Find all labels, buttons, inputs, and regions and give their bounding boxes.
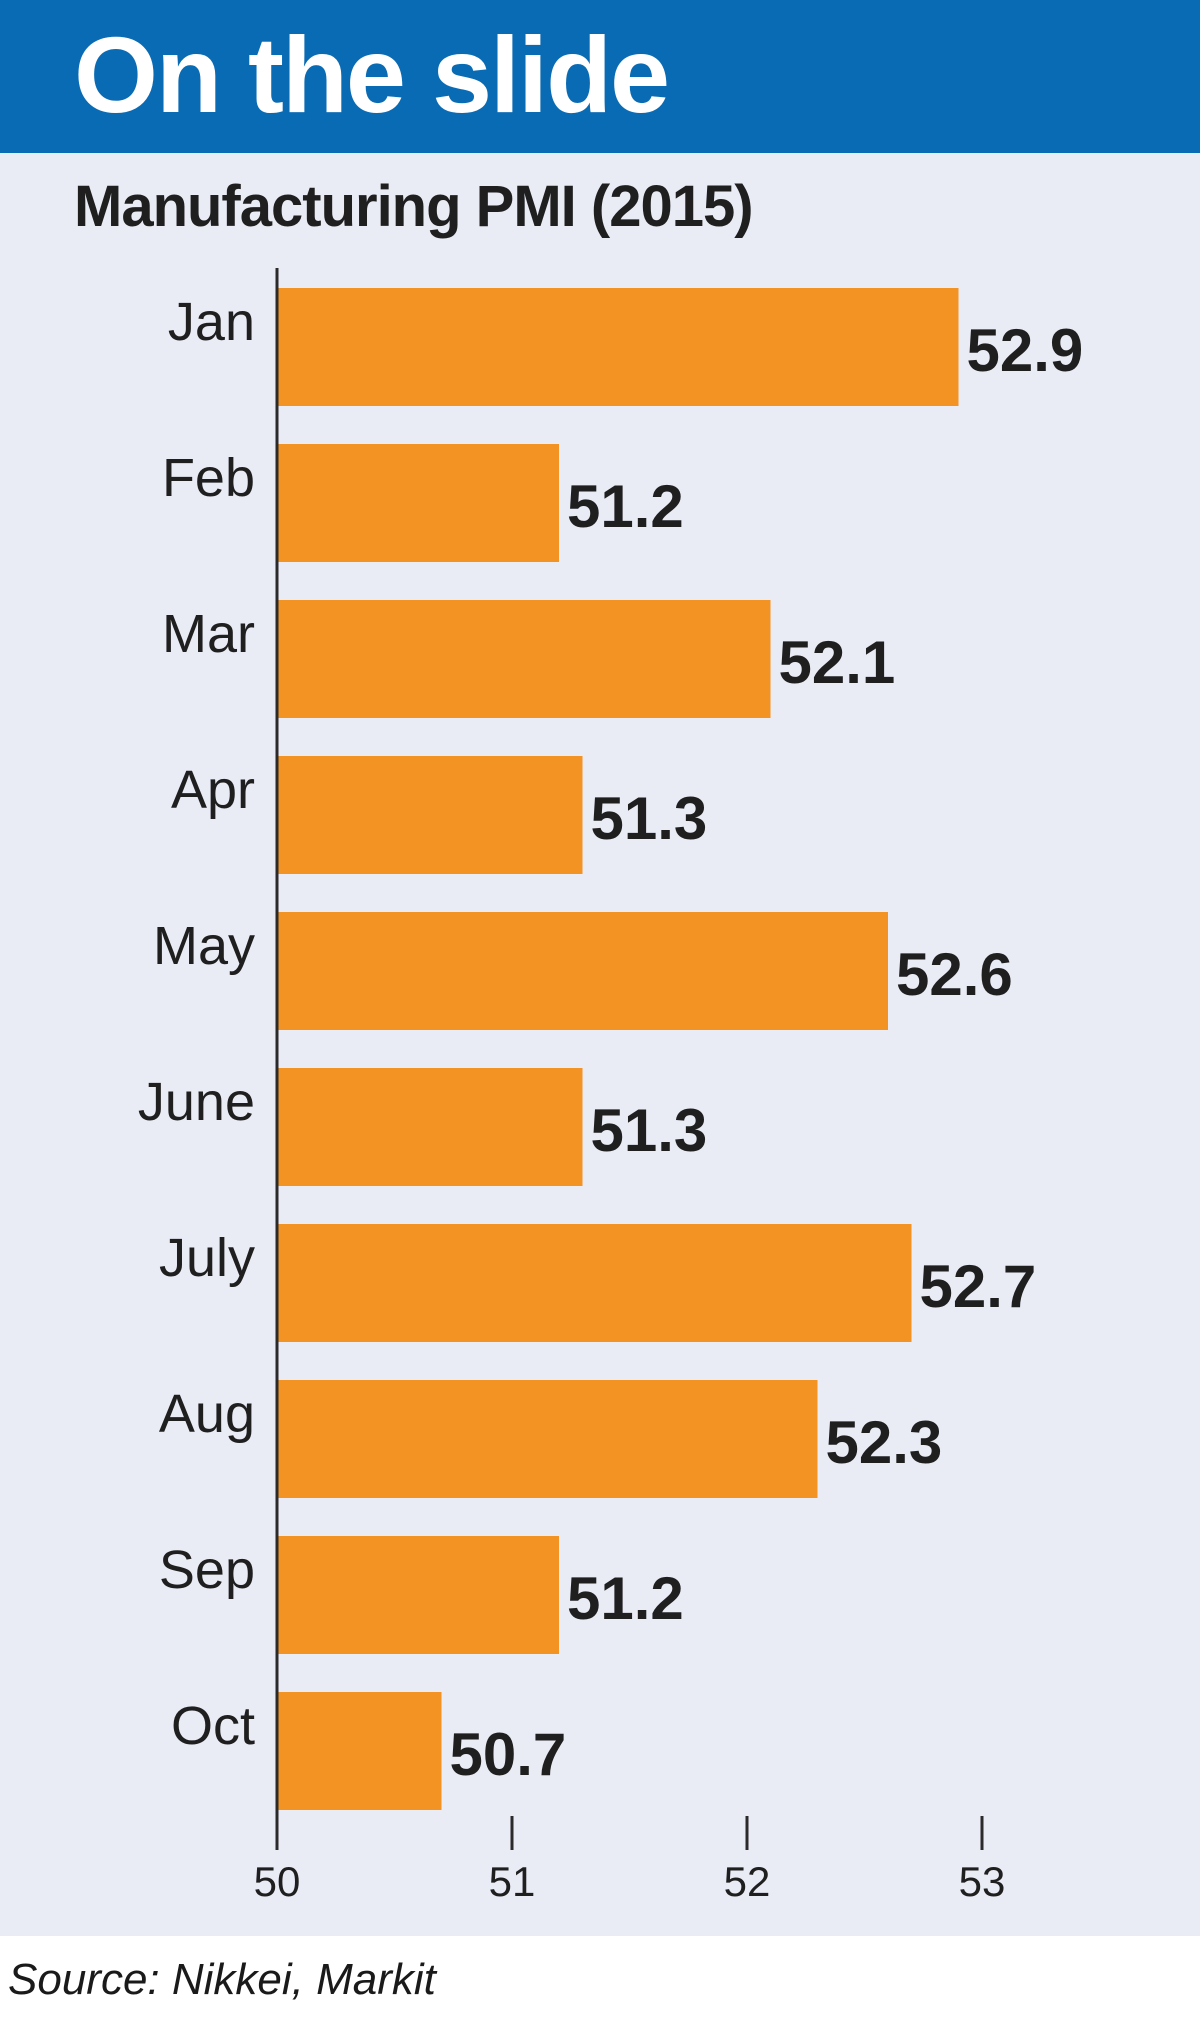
category-label-3: Apr: [171, 760, 255, 820]
category-label-4: May: [153, 916, 255, 976]
category-label-1: Feb: [162, 448, 255, 508]
x-tick-label-3: 53: [959, 1858, 1006, 1905]
category-label-0: Jan: [168, 292, 255, 352]
bar-9: [277, 1692, 442, 1810]
x-tick-label-0: 50: [254, 1858, 301, 1905]
bar-8: [277, 1536, 559, 1654]
bar-2: [277, 600, 771, 718]
value-label-7: 52.3: [826, 1409, 943, 1476]
value-label-4: 52.6: [896, 941, 1013, 1008]
category-label-2: Mar: [162, 604, 255, 664]
value-label-0: 52.9: [967, 317, 1084, 384]
title-banner: [0, 0, 1200, 153]
value-label-1: 51.2: [567, 473, 684, 540]
value-label-9: 50.7: [450, 1721, 567, 1788]
category-label-5: June: [138, 1072, 255, 1132]
value-label-2: 52.1: [779, 629, 896, 696]
category-label-8: Sep: [159, 1540, 255, 1600]
bar-0: [277, 288, 959, 406]
bar-1: [277, 444, 559, 562]
chart-panel: [0, 153, 1200, 1936]
category-label-9: Oct: [171, 1696, 255, 1756]
category-label-6: July: [159, 1228, 255, 1288]
bar-3: [277, 756, 583, 874]
x-tick-label-1: 51: [489, 1858, 536, 1905]
value-label-3: 51.3: [591, 785, 708, 852]
bar-5: [277, 1068, 583, 1186]
value-label-6: 52.7: [920, 1253, 1037, 1320]
value-label-5: 51.3: [591, 1097, 708, 1164]
page-title: On the slide: [74, 14, 670, 135]
bar-6: [277, 1224, 912, 1342]
bar-7: [277, 1380, 818, 1498]
value-label-8: 51.2: [567, 1565, 684, 1632]
bar-4: [277, 912, 888, 1030]
x-tick-label-2: 52: [724, 1858, 771, 1905]
chart-title: Manufacturing PMI (2015): [74, 174, 754, 239]
category-label-7: Aug: [159, 1384, 255, 1444]
source-note: Source: Nikkei, Markit: [8, 1955, 436, 2004]
